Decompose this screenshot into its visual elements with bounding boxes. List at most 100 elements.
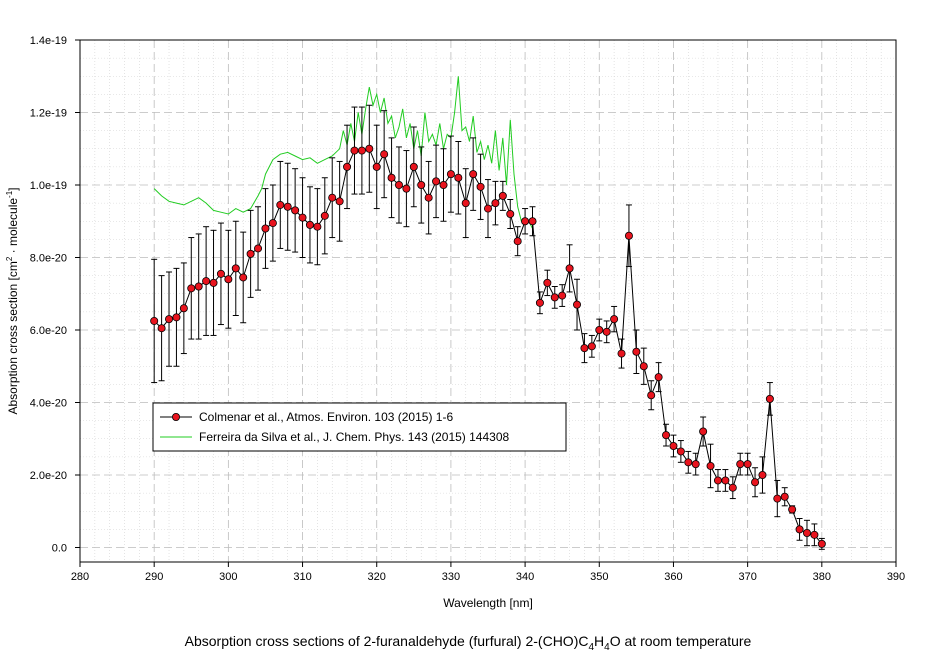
data-point	[387, 173, 396, 182]
chart: 280 290 300 310 320 330 340 350 360 370 380 390 0.0…	[5, 35, 905, 610]
data-point	[402, 184, 411, 193]
data-point	[446, 170, 455, 179]
data-point	[216, 269, 225, 278]
y-tick-label: 6.0e-20	[30, 325, 67, 337]
data-point	[684, 458, 693, 467]
y-tick-labels: 0.0 2.0e-20 4.0e-20 6.0e-20 8.0e-20 1.0e-19 1.…	[30, 35, 67, 555]
y-tick-label: 1.2e-19	[30, 108, 67, 120]
series-line-ferreira	[153, 76, 533, 229]
x-tick-label: 330	[442, 571, 460, 583]
data-point	[483, 204, 492, 213]
x-tick-label: 310	[293, 571, 311, 583]
data-point	[254, 244, 263, 253]
data-point	[476, 182, 485, 191]
x-axis-label: Wavelength [nm]	[443, 596, 533, 610]
data-point	[528, 217, 537, 226]
data-point	[357, 146, 366, 155]
data-point	[439, 180, 448, 189]
data-point	[432, 177, 441, 186]
data-point	[246, 249, 255, 258]
legend-marker-colmenar	[171, 412, 180, 421]
y-tick-label: 8.0e-20	[30, 253, 67, 265]
data-point	[788, 505, 797, 514]
data-point	[298, 213, 307, 222]
data-point	[231, 264, 240, 273]
data-point	[394, 180, 403, 189]
x-tick-label: 380	[813, 571, 831, 583]
plot-area	[80, 40, 896, 562]
data-point	[669, 441, 678, 450]
x-tick-label: 390	[887, 571, 905, 583]
data-point	[461, 199, 470, 208]
data-point	[187, 284, 196, 293]
data-point	[632, 347, 641, 356]
x-tick-label: 360	[664, 571, 682, 583]
data-point	[580, 344, 589, 353]
data-point	[706, 461, 715, 470]
data-point	[372, 162, 381, 171]
data-point	[721, 476, 730, 485]
data-point	[654, 373, 663, 382]
x-tick-label: 300	[219, 571, 237, 583]
data-point	[573, 300, 582, 309]
data-point	[335, 197, 344, 206]
data-point	[639, 362, 648, 371]
x-tick-labels: 280 290 300 310 320 330 340 350 360 370 380 390	[71, 571, 905, 583]
data-point	[728, 483, 737, 492]
data-point	[535, 298, 544, 307]
y-axis-label: Absorption cross section [cm2 · molecule…	[5, 187, 20, 414]
data-point	[624, 231, 633, 240]
data-point	[350, 146, 359, 155]
legend: Colmenar et al., Atmos. Environ. 103 (20…	[152, 402, 567, 452]
y-tick-label: 4.0e-20	[30, 398, 67, 410]
x-tick-label: 340	[516, 571, 534, 583]
data-point	[328, 193, 337, 202]
data-point	[565, 264, 574, 273]
data-point	[795, 525, 804, 534]
data-point	[610, 315, 619, 324]
data-point	[602, 327, 611, 336]
axis-ticks	[75, 39, 897, 567]
data-point	[802, 529, 811, 538]
data-point	[454, 173, 463, 182]
data-point	[202, 277, 211, 286]
data-point	[817, 539, 826, 548]
data-point	[780, 492, 789, 501]
data-point	[291, 206, 300, 215]
x-tick-label: 350	[590, 571, 608, 583]
data-point	[209, 278, 218, 287]
data-point	[165, 315, 174, 324]
data-point	[617, 349, 626, 358]
data-point	[743, 460, 752, 469]
x-tick-label: 290	[145, 571, 163, 583]
legend-box	[152, 402, 567, 452]
data-point	[179, 304, 188, 313]
y-tick-label: 2.0e-20	[30, 470, 67, 482]
data-point	[691, 460, 700, 469]
data-point	[239, 273, 248, 282]
data-point	[417, 180, 426, 189]
data-point	[424, 193, 433, 202]
series-colmenar	[150, 104, 826, 550]
data-point	[595, 325, 604, 334]
y-tick-label: 0.0	[52, 543, 67, 555]
data-point	[305, 220, 314, 229]
x-tick-label: 370	[738, 571, 756, 583]
series-ferreira	[153, 76, 533, 229]
data-point	[676, 447, 685, 456]
data-point	[150, 316, 159, 325]
data-point	[194, 282, 203, 291]
plot-frame	[79, 39, 897, 563]
data-point	[765, 394, 774, 403]
data-point	[157, 324, 166, 333]
data-point	[491, 199, 500, 208]
data-point	[513, 237, 522, 246]
data-point	[283, 202, 292, 211]
data-point	[699, 427, 708, 436]
data-point	[409, 162, 418, 171]
legend-label-colmenar: Colmenar et al., Atmos. Environ. 103 (20…	[199, 410, 453, 424]
data-point	[506, 209, 515, 218]
y-tick-label: 1.4e-19	[30, 35, 67, 47]
data-point	[521, 217, 530, 226]
data-point	[550, 293, 559, 302]
